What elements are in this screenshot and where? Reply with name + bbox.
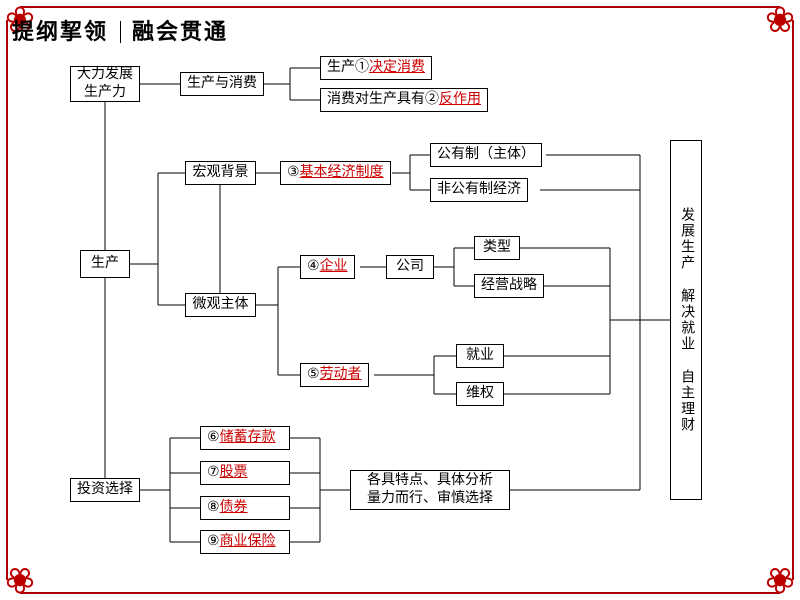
stock-red: 股票 [220, 464, 248, 482]
node-employ: 就业 [456, 344, 504, 368]
labor-pre: ⑤ [307, 366, 320, 384]
pc-top-pre: 生产① [327, 59, 369, 77]
node-micro: 微观主体 [185, 293, 256, 317]
insurance-pre: ⑨ [207, 533, 220, 551]
frame-top [20, 6, 780, 8]
header-right: 融会贯通 [132, 19, 228, 44]
labor-red: 劳动者 [320, 366, 362, 384]
node-invest-note: 各具特点、具体分析量力而行、审慎选择 [350, 470, 510, 510]
node-enterprise: ④ 企业 [300, 255, 355, 279]
node-bond: ⑧ 债券 [200, 496, 290, 520]
frame-right [792, 20, 794, 580]
savings-red: 储蓄存款 [220, 429, 276, 447]
node-prod-consume: 生产与消费 [180, 72, 264, 96]
node-pc-top: 生产① 决定消费 [320, 56, 432, 80]
frame-bottom [20, 592, 780, 594]
frame-left [6, 20, 8, 580]
savings-pre: ⑥ [207, 429, 220, 447]
bond-red: 债券 [220, 499, 248, 517]
node-type: 类型 [474, 236, 520, 260]
node-right-col: 发展生产 解决就业 自主理财 [670, 140, 702, 500]
node-company: 公司 [386, 255, 434, 279]
node-public: 公有制（主体） [430, 143, 542, 167]
enterprise-red: 企业 [320, 258, 348, 276]
pc-top-red: 决定消费 [369, 59, 425, 77]
header-sep [120, 21, 121, 43]
diagram: 大力发展生产力 生产 投资选择 生产与消费 生产① 决定消费 消费对生产具有② … [30, 50, 770, 570]
node-strategy: 经营战略 [474, 274, 544, 298]
enterprise-pre: ④ [307, 258, 320, 276]
basic-econ-red: 基本经济制度 [300, 164, 384, 182]
stock-pre: ⑦ [207, 464, 220, 482]
node-develop: 大力发展生产力 [70, 66, 140, 102]
page: ❀ ❀ ❀ ❀ 提纲挈领 融会贯通 [0, 0, 800, 600]
insurance-red: 商业保险 [220, 533, 276, 551]
header: 提纲挈领 融会贯通 [12, 14, 228, 46]
node-investment: 投资选择 [70, 478, 140, 502]
node-rights: 维权 [456, 382, 504, 406]
pc-bot-red: 反作用 [439, 91, 481, 109]
node-insurance: ⑨ 商业保险 [200, 530, 290, 554]
node-pc-bot: 消费对生产具有② 反作用 [320, 88, 488, 112]
node-basic-econ: ③ 基本经济制度 [280, 161, 391, 185]
node-savings: ⑥ 储蓄存款 [200, 426, 290, 450]
header-left: 提纲挈领 [12, 19, 108, 44]
node-labor: ⑤ 劳动者 [300, 363, 369, 387]
node-stock: ⑦ 股票 [200, 461, 290, 485]
node-production: 生产 [80, 250, 130, 278]
pc-bot-pre: 消费对生产具有② [327, 91, 439, 109]
basic-econ-pre: ③ [287, 164, 300, 182]
node-macro: 宏观背景 [185, 161, 256, 185]
node-nonpublic: 非公有制经济 [430, 178, 528, 202]
bond-pre: ⑧ [207, 499, 220, 517]
